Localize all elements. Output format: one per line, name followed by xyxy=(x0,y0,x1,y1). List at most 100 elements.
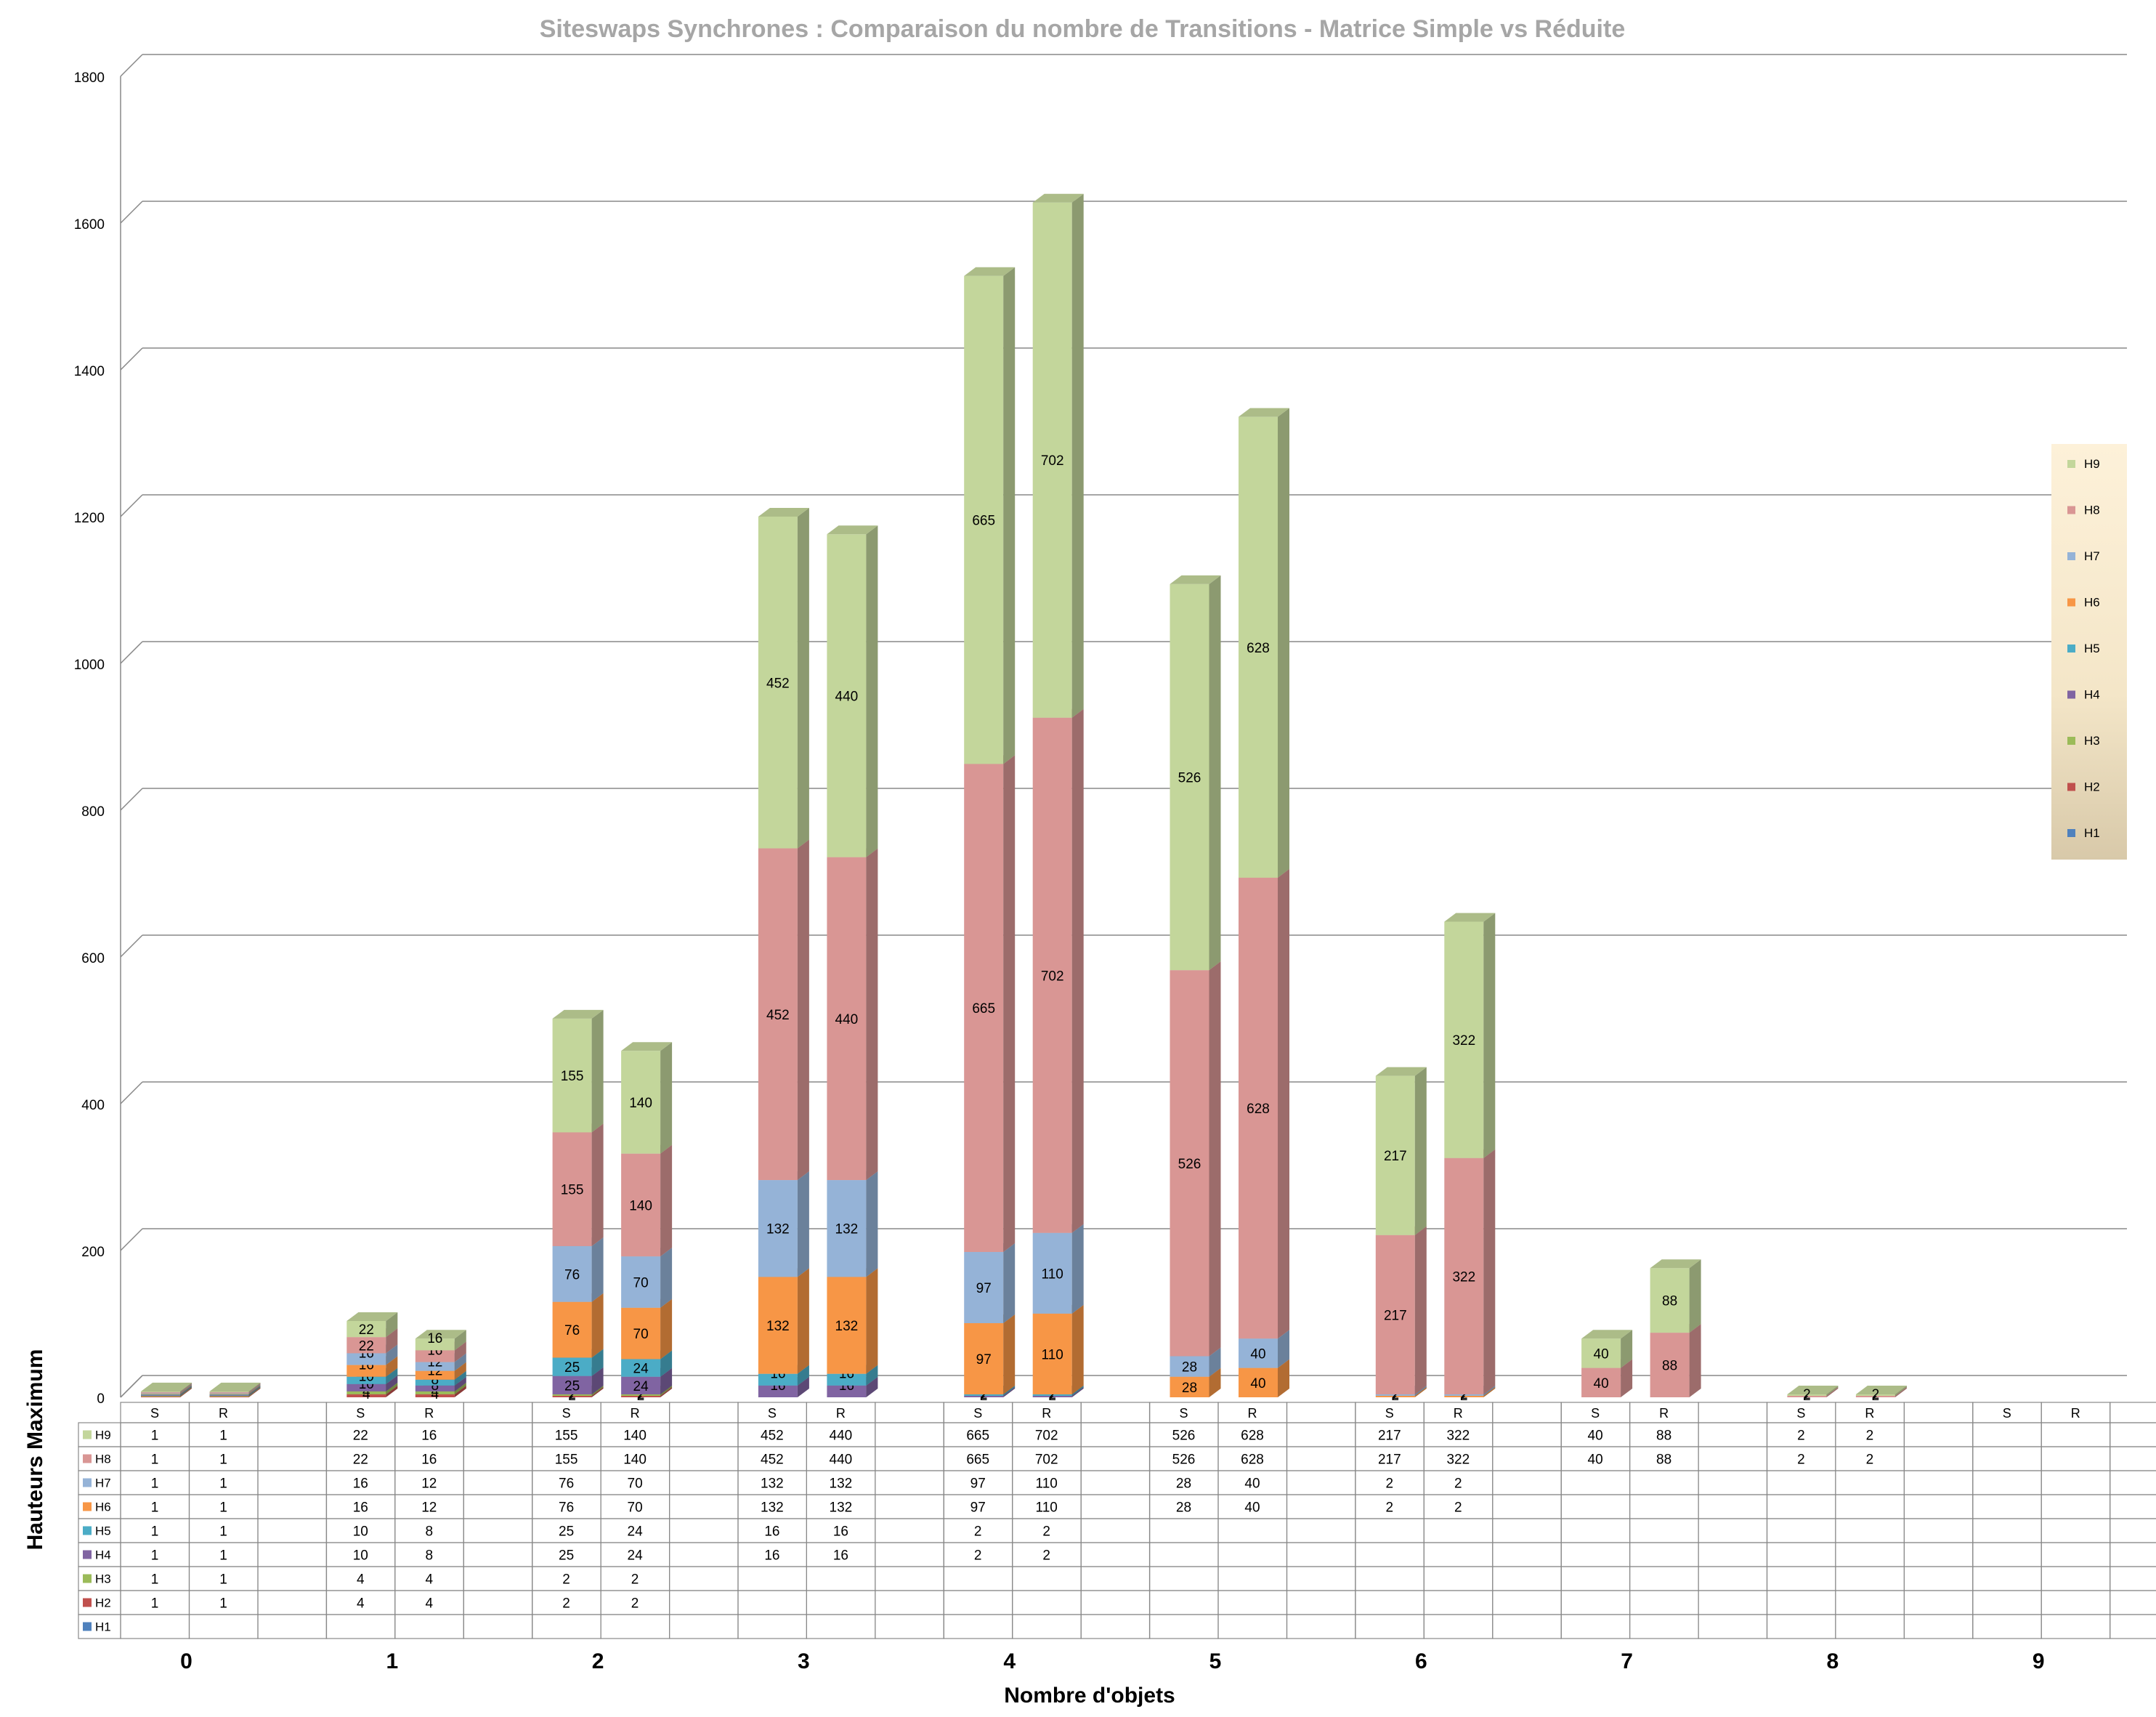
table-cell xyxy=(120,1614,190,1639)
subcategory-label: S xyxy=(150,1406,159,1421)
table-cell xyxy=(943,1590,1013,1615)
table-cell xyxy=(257,1518,328,1543)
bar-side xyxy=(1894,1386,1907,1397)
data-label: 140 xyxy=(629,1096,652,1111)
legend-swatch xyxy=(2067,783,2075,791)
bar-side xyxy=(180,1383,192,1394)
bar-side xyxy=(591,1386,604,1397)
data-label: 4 xyxy=(362,1387,370,1402)
bar-side xyxy=(386,1328,398,1354)
data-label: 24 xyxy=(633,1379,649,1394)
bar-front xyxy=(827,534,867,857)
bar-side xyxy=(1071,1385,1084,1396)
table-value: 40 xyxy=(1244,1500,1260,1516)
table-cell xyxy=(2040,1518,2111,1543)
bar-front xyxy=(552,1245,592,1302)
bar-front xyxy=(209,1391,249,1393)
x-category-label: 1 xyxy=(386,1649,398,1673)
bar-front xyxy=(1444,1394,1484,1396)
data-label: 2 xyxy=(1460,1389,1468,1404)
table-cell xyxy=(1286,1470,1356,1495)
table-row-name: H6 xyxy=(95,1500,111,1514)
x-category-label: 2 xyxy=(592,1649,604,1673)
table-cell xyxy=(1903,1590,1974,1615)
table-cell xyxy=(1355,1566,1424,1591)
data-label: 28 xyxy=(1182,1381,1197,1396)
bar-side xyxy=(1894,1385,1907,1396)
bar-front xyxy=(621,1307,661,1360)
bar-front xyxy=(827,1373,867,1386)
table-subheader-cell xyxy=(257,1402,328,1423)
table-value: 452 xyxy=(761,1453,784,1468)
bar-side xyxy=(248,1384,261,1394)
table-value: 10 xyxy=(353,1524,368,1540)
table-cell xyxy=(1355,1518,1424,1543)
bar-front xyxy=(1032,717,1072,1233)
bar-side xyxy=(1278,1330,1289,1368)
x-category-label: 9 xyxy=(2033,1649,2045,1673)
table-cell xyxy=(1698,1494,1768,1519)
legend-key xyxy=(83,1526,92,1535)
table-subheader-cell xyxy=(463,1402,533,1423)
data-label: 132 xyxy=(766,1319,790,1334)
table-cell xyxy=(2110,1566,2156,1591)
y-tick-label: 1200 xyxy=(74,511,105,526)
table-cell xyxy=(2040,1566,2111,1591)
bar-side xyxy=(180,1386,192,1397)
bar-side xyxy=(1689,1324,1701,1397)
bar-segment-H9-8-S: 2 xyxy=(1787,1385,1839,1402)
table-cell xyxy=(1903,1422,1974,1447)
bar-side xyxy=(1483,1149,1496,1394)
bar-front xyxy=(415,1338,455,1351)
table-cell xyxy=(1560,1494,1631,1519)
bar-front xyxy=(552,1018,592,1133)
bar-front xyxy=(141,1394,180,1396)
table-value: 110 xyxy=(1036,1476,1058,1492)
bar-top xyxy=(758,508,809,517)
bar-segment-H9-2-S: 155 xyxy=(552,1009,604,1133)
table-cell xyxy=(1560,1470,1631,1495)
table-value: 1 xyxy=(151,1500,159,1516)
table-value: 440 xyxy=(830,1429,853,1444)
table-cell xyxy=(737,1590,808,1615)
data-label: 155 xyxy=(561,1069,584,1084)
table-row-name: H8 xyxy=(95,1453,111,1466)
table-cell xyxy=(1698,1446,1768,1471)
subcategory-label: R xyxy=(1042,1406,1051,1421)
bar-side xyxy=(454,1362,466,1380)
y-axis-title: Hauteurs Maximum xyxy=(23,1349,47,1551)
table-cell xyxy=(1629,1566,1699,1591)
bar-front xyxy=(964,1322,1004,1394)
y-tick-label: 800 xyxy=(81,804,105,820)
table-cell xyxy=(1766,1542,1836,1567)
bar-top xyxy=(1650,1259,1701,1269)
bar-front xyxy=(1375,1075,1415,1235)
bar-side xyxy=(1209,575,1221,971)
bar-side xyxy=(866,1376,878,1397)
bars: 4410101616222244881212161622252576761551… xyxy=(141,193,1907,1404)
legend-entry: H8 xyxy=(2084,504,2100,517)
bar-segment-H7-3-R: 132 xyxy=(827,1171,878,1277)
bar-side xyxy=(660,1350,673,1377)
bar-side xyxy=(386,1312,398,1338)
data-label: 217 xyxy=(1384,1149,1407,1164)
bar-front xyxy=(141,1395,180,1397)
bar-segment-H9-6-S: 217 xyxy=(1375,1067,1427,1235)
bar-front xyxy=(346,1353,386,1365)
data-table: S R S R S R S R S R S R S R S R S R S RH9 1 1 22 16 155 140 452 440… xyxy=(78,1402,2156,1673)
table-value: 8 xyxy=(426,1524,434,1540)
y-tick-label: 1400 xyxy=(74,364,105,379)
bar-side xyxy=(386,1375,398,1391)
data-label: 2 xyxy=(1872,1387,1880,1402)
table-cell xyxy=(806,1566,876,1591)
bar-front xyxy=(621,1051,661,1154)
table-cell xyxy=(463,1590,533,1615)
data-label: 2 xyxy=(1803,1387,1811,1402)
bar-side xyxy=(1003,267,1016,764)
data-label: 16 xyxy=(427,1331,442,1346)
table-value: 16 xyxy=(764,1548,779,1564)
bar-segment-H9-5-S: 526 xyxy=(1170,575,1221,971)
table-value: 28 xyxy=(1176,1500,1191,1516)
bar-side xyxy=(797,1365,809,1386)
table-value: 322 xyxy=(1446,1453,1470,1468)
